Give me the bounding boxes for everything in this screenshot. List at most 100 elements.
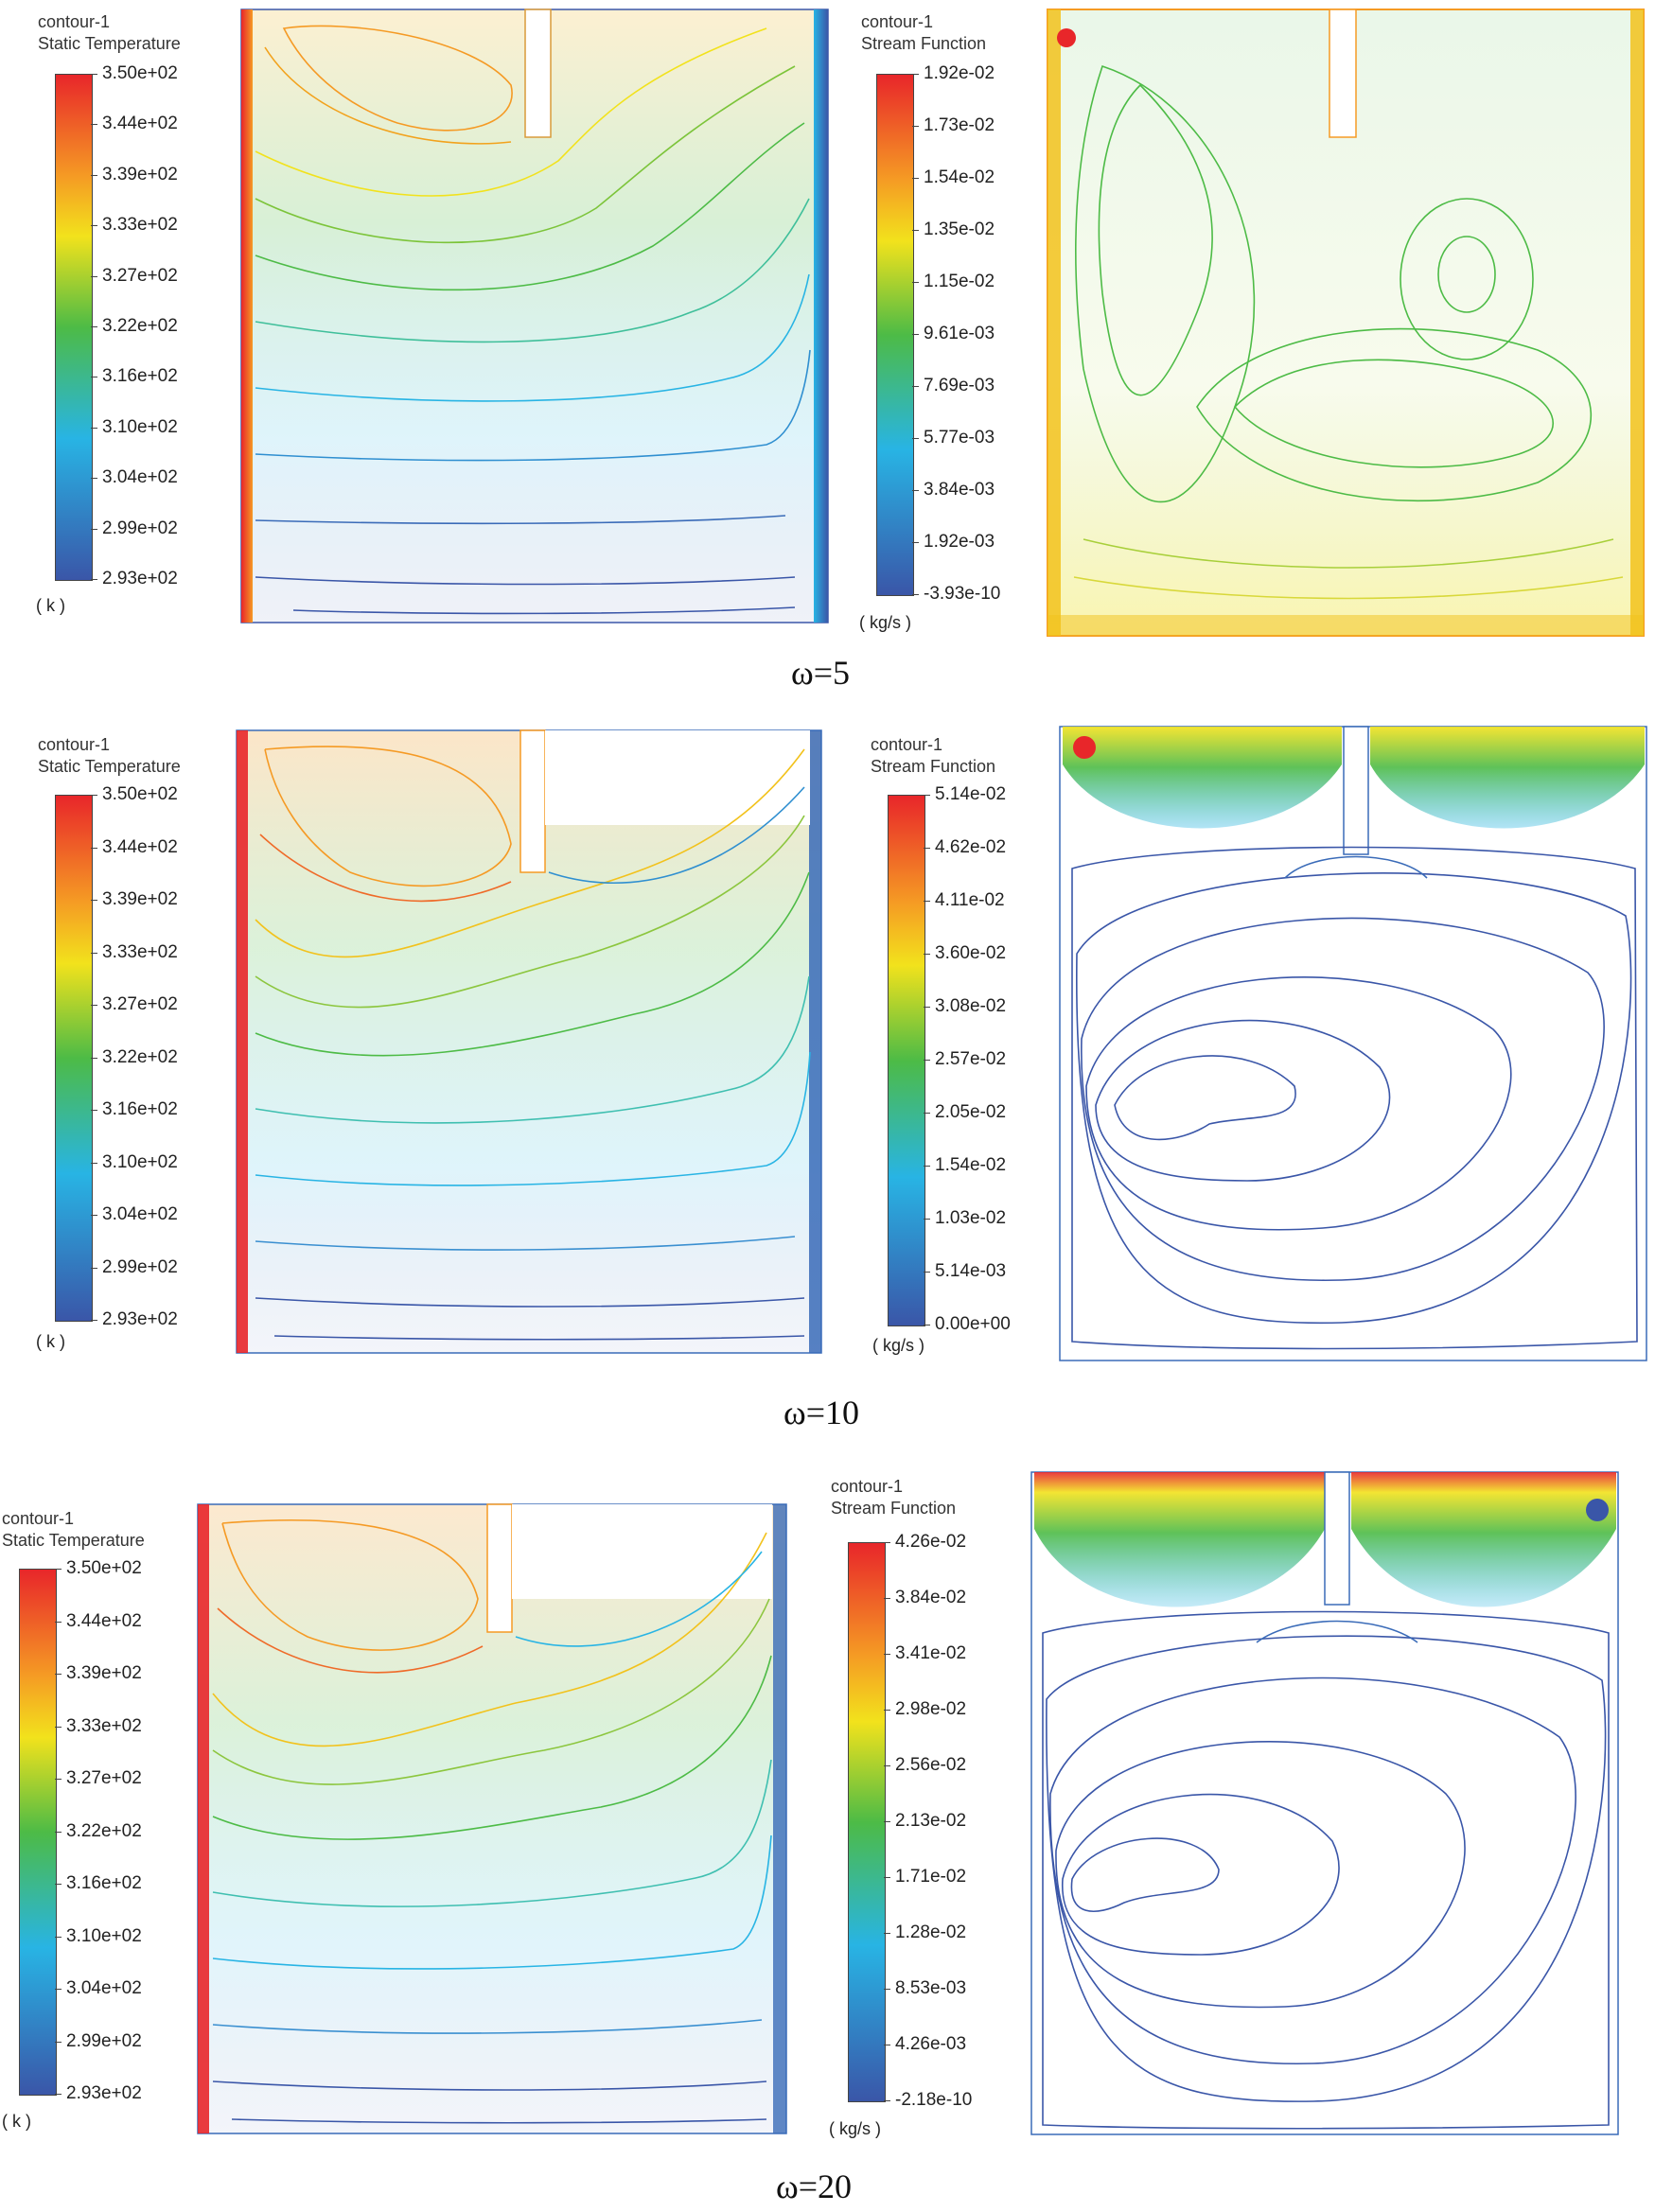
stream-contour-plot (1059, 726, 1647, 1361)
colorbar-tick-label: 1.54e-02 (935, 1155, 1007, 1175)
colorbar-tick-mark (91, 225, 97, 227)
colorbar-tick-mark (91, 174, 97, 176)
colorbar-tick-label: 5.14e-02 (935, 784, 1007, 804)
cold-wall (814, 9, 828, 623)
stream-legend-title-line2: Stream Function (831, 1499, 957, 1518)
streamlines (1071, 846, 1638, 1350)
colorbar-tick-mark (912, 490, 919, 491)
colorbar-tick-mark (55, 2041, 62, 2043)
colorbar-tick-mark (91, 1005, 97, 1006)
colorbar-tick-label: 1.35e-02 (924, 219, 995, 239)
cold-region (545, 730, 810, 825)
hot-wall (241, 9, 253, 623)
colorbar-tick-mark (91, 326, 97, 327)
colorbar-tick-mark (884, 1821, 890, 1822)
isotherm-lines (255, 746, 811, 1341)
colorbar-tick-mark (912, 594, 919, 595)
colorbar-tick-mark (55, 1936, 62, 1938)
colorbar-tick-mark (912, 74, 919, 75)
stream-colorbar (888, 795, 925, 1326)
colorbar-tick-mark (924, 1060, 930, 1061)
stream-legend-title-line1: contour-1 (861, 12, 934, 31)
colorbar-tick-label: 1.73e-02 (924, 115, 995, 135)
colorbar-tick-mark (91, 1215, 97, 1216)
colorbar-tick-label: 2.99e+02 (102, 518, 178, 538)
temperature-legend-title-line2: Static Temperature (2, 1531, 145, 1550)
baffle (1329, 9, 1357, 138)
colorbar-tick-mark (91, 124, 97, 126)
colorbar-tick-mark (912, 386, 919, 387)
colorbar-tick-mark (91, 1320, 97, 1321)
colorbar-tick-label: 3.84e-02 (895, 1588, 967, 1607)
colorbar-tick-label: 3.22e+02 (66, 1820, 142, 1841)
colorbar-tick-mark (924, 1007, 930, 1008)
colorbar-tick-label: 3.16e+02 (66, 1873, 142, 1893)
colorbar-tick-label: 3.04e+02 (66, 1978, 142, 1998)
colorbar-tick-label: 2.93e+02 (102, 569, 178, 588)
temperature-contour-plot (240, 9, 829, 623)
colorbar-tick-mark (884, 1710, 890, 1711)
colorbar-tick-label: 3.22e+02 (102, 1046, 178, 1067)
colorbar-tick-mark (91, 528, 97, 530)
stream-unit: ( kg/s ) (859, 613, 912, 632)
colorbar-tick-label: 2.56e-02 (895, 1755, 967, 1775)
streamlines (1042, 1610, 1610, 2130)
colorbar-tick-label: 5.14e-03 (935, 1261, 1007, 1281)
temperature-contour-plot (197, 1503, 787, 2134)
corner-vortex (1057, 28, 1076, 47)
colorbar-tick-mark (91, 427, 97, 429)
colorbar-tick-mark (91, 579, 97, 580)
upper-left-vortex (1063, 727, 1342, 829)
corner-vortex (1586, 1499, 1609, 1521)
colorbar-tick-label: 1.03e-02 (935, 1208, 1007, 1228)
colorbar-tick-mark (55, 1726, 62, 1728)
temperature-unit: ( k ) (36, 1332, 65, 1351)
colorbar-tick-label: 3.10e+02 (66, 1925, 142, 1946)
colorbar-tick-mark (912, 542, 919, 543)
colorbar-tick-mark (91, 1110, 97, 1111)
colorbar-tick-mark (91, 1057, 97, 1059)
colorbar-tick-mark (924, 901, 930, 902)
colorbar-tick-label: 4.62e-02 (935, 837, 1007, 857)
temperature-colorbar (55, 74, 93, 581)
colorbar-tick-mark (91, 900, 97, 901)
baffle (1343, 726, 1369, 855)
colorbar-tick-label: 3.39e+02 (66, 1663, 142, 1683)
colorbar-tick-mark (55, 1989, 62, 1990)
temperature-legend-title-line1: contour-1 (2, 1509, 75, 1528)
colorbar-tick-mark (91, 74, 97, 75)
temperature-legend-title-line2: Static Temperature (38, 34, 181, 53)
colorbar-tick-mark (924, 954, 930, 955)
upper-left-vortex (1034, 1472, 1325, 1607)
isotherm-lines (255, 25, 811, 615)
colorbar-tick-label: 3.33e+02 (102, 215, 178, 236)
colorbar-tick-label: 3.08e-02 (935, 996, 1007, 1016)
right-wall-band (1630, 9, 1644, 636)
colorbar-tick-label: 1.54e-02 (924, 167, 995, 187)
temperature-unit: ( k ) (36, 596, 65, 615)
streamlines (1073, 64, 1624, 600)
colorbar-tick-label: 1.71e-02 (895, 1867, 967, 1887)
cold-wall (773, 1504, 786, 2133)
colorbar-tick-label: 3.22e+02 (102, 316, 178, 336)
colorbar-tick-mark (884, 1542, 890, 1543)
baffle (1324, 1471, 1350, 1606)
colorbar-tick-mark (912, 230, 919, 231)
colorbar-tick-mark (924, 1272, 930, 1273)
colorbar-tick-label: 2.93e+02 (102, 1309, 178, 1329)
colorbar-tick-label: 2.13e-02 (895, 1811, 967, 1831)
colorbar-tick-label: 8.53e-03 (895, 1978, 967, 1998)
colorbar-tick-mark (884, 2100, 890, 2101)
colorbar-tick-label: 1.28e-02 (895, 1922, 967, 1942)
colorbar-tick-mark (91, 478, 97, 480)
stream-colorbar (876, 74, 914, 596)
colorbar-tick-label: -2.18e-10 (895, 2090, 973, 2110)
colorbar-tick-label: 3.41e-02 (895, 1643, 967, 1663)
colorbar-tick-mark (91, 1162, 97, 1164)
colorbar-tick-mark (912, 126, 919, 127)
temperature-colorbar (19, 1569, 57, 2096)
colorbar-tick-mark (91, 795, 97, 796)
colorbar-tick-label: 0.00e+00 (935, 1314, 1011, 1334)
colorbar-tick-mark (884, 1933, 890, 1934)
colorbar-tick-label: 3.04e+02 (102, 1204, 178, 1224)
